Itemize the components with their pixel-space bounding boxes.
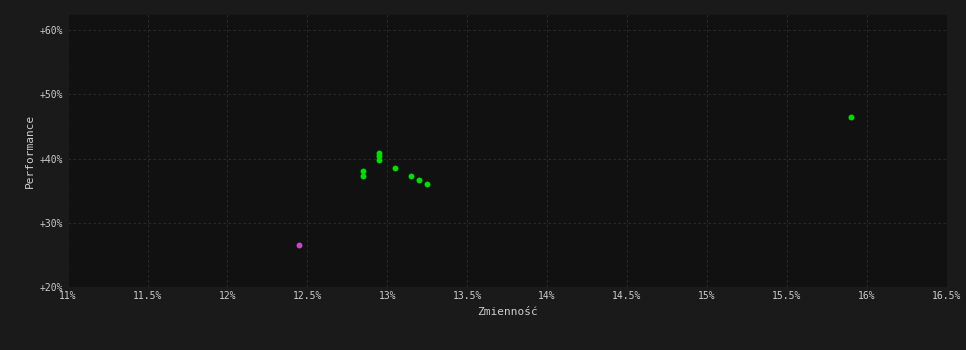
Point — [372, 157, 387, 163]
Point — [404, 173, 419, 178]
Point — [372, 150, 387, 156]
Point — [355, 169, 371, 174]
Point — [843, 114, 859, 120]
Point — [355, 173, 371, 178]
Point — [419, 181, 435, 187]
Y-axis label: Performance: Performance — [24, 113, 35, 188]
Point — [387, 165, 403, 171]
Point — [372, 153, 387, 159]
Point — [412, 177, 427, 183]
X-axis label: Zmienność: Zmienność — [477, 307, 537, 317]
Point — [292, 243, 307, 248]
